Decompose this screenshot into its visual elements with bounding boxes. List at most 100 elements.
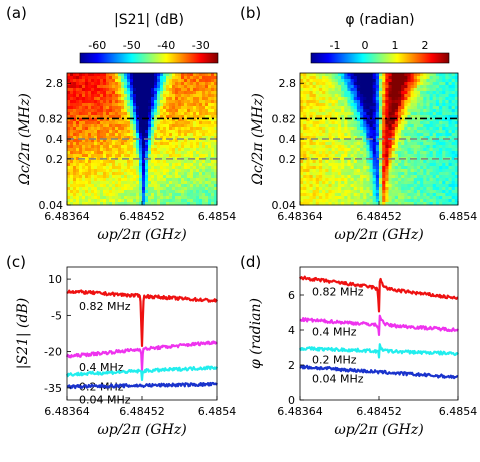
heatmap-cell (85, 91, 89, 95)
heatmap-cell (76, 121, 80, 125)
heatmap-cell (451, 76, 456, 80)
heatmap-cell (214, 118, 218, 122)
heatmap-cell (375, 181, 380, 185)
heatmap-cell (454, 115, 459, 119)
heatmap-cell (337, 181, 342, 185)
heatmap-cell (451, 139, 456, 143)
heatmap-cell (382, 112, 386, 116)
heatmap-cell (172, 94, 176, 98)
heatmap-cell (454, 121, 459, 125)
heatmap-cell (109, 151, 113, 155)
heatmap-cell (172, 136, 176, 140)
heatmap-cell (309, 76, 314, 80)
heatmap-cell (106, 103, 110, 107)
heatmap-cell (166, 190, 170, 194)
series-label: 0.04 MHz (312, 373, 364, 386)
heatmap-cell (211, 109, 215, 113)
heatmap-cell (322, 145, 326, 149)
heatmap-cell (356, 172, 361, 176)
heatmap-cell (356, 166, 361, 170)
heatmap-cell (76, 187, 80, 191)
heatmap-cell (211, 145, 215, 149)
heatmap-cell (322, 103, 326, 107)
heatmap-cell (205, 124, 209, 128)
heatmap-cell (160, 94, 164, 98)
heatmap-cell (445, 163, 449, 167)
heatmap-cell (300, 106, 304, 110)
heatmap-cell (429, 157, 434, 161)
heatmap-cell (103, 112, 107, 116)
heatmap-cell (136, 76, 140, 80)
heatmap-cell (172, 145, 176, 149)
heatmap-cell (353, 148, 358, 152)
heatmap-cell (208, 130, 212, 134)
heatmap-cell (407, 160, 411, 164)
heatmap-cell (112, 76, 116, 80)
heatmap-cell (103, 190, 107, 194)
heatmap-cell (139, 115, 143, 119)
heatmap-cell (136, 127, 140, 131)
heatmap-cell (309, 187, 314, 191)
heatmap-cell (118, 106, 122, 110)
heatmap-cell (328, 145, 332, 149)
heatmap-cell (127, 163, 131, 167)
heatmap-cell (94, 199, 98, 203)
heatmap-cell (121, 190, 125, 194)
heatmap-cell (118, 178, 122, 182)
heatmap-cell (416, 199, 421, 203)
heatmap-cell (435, 163, 440, 167)
heatmap-cell (366, 127, 370, 131)
heatmap-cell (208, 139, 212, 143)
heatmap-cell (341, 76, 345, 80)
heatmap-cell (420, 151, 424, 155)
heatmap-cell (445, 139, 449, 143)
heatmap-cell (109, 142, 113, 146)
heatmap-cell (303, 160, 307, 164)
heatmap-cell (202, 73, 206, 77)
heatmap-cell (435, 121, 440, 125)
heatmap-cell (388, 94, 393, 98)
heatmap-cell (100, 136, 104, 140)
heatmap-cell (325, 199, 329, 203)
heatmap-cell (442, 106, 446, 110)
heatmap-cell (442, 202, 446, 206)
heatmap-cell (382, 175, 386, 179)
heatmap-cell (133, 193, 137, 197)
heatmap-cell (196, 163, 200, 167)
heatmap-cell (82, 148, 86, 152)
heatmap-cell (67, 166, 71, 170)
heatmap-cell (410, 145, 415, 149)
heatmap-cell (178, 151, 182, 155)
heatmap-cell (451, 151, 456, 155)
heatmap-cell (112, 145, 116, 149)
heatmap-cell (448, 142, 453, 146)
heatmap-cell (67, 175, 71, 179)
heatmap-cell (91, 136, 95, 140)
heatmap-cell (109, 133, 113, 137)
heatmap-cell (148, 184, 152, 188)
heatmap-cell (73, 106, 77, 110)
heatmap-cell (366, 181, 370, 185)
heatmap-cell (391, 130, 396, 134)
heatmap-cell (190, 127, 194, 131)
heatmap-cell (82, 202, 86, 206)
heatmap-cell (85, 73, 89, 77)
heatmap-cell (300, 160, 304, 164)
heatmap-cell (109, 121, 113, 125)
heatmap-cell (391, 169, 396, 173)
heatmap-cell (136, 133, 140, 137)
heatmap-cell (407, 91, 411, 95)
heatmap-cell (139, 133, 143, 137)
panel-label: (a) (6, 4, 27, 22)
heatmap-cell (385, 154, 389, 158)
heatmap-cell (136, 79, 140, 83)
heatmap-cell (382, 202, 386, 206)
heatmap-cell (157, 91, 161, 95)
heatmap-cell (360, 202, 364, 206)
heatmap-cell (127, 85, 131, 89)
heatmap-cell (375, 121, 380, 125)
heatmap-cell (133, 172, 137, 176)
heatmap-cell (106, 151, 110, 155)
heatmap-cell (145, 139, 149, 143)
heatmap-cell (181, 106, 185, 110)
